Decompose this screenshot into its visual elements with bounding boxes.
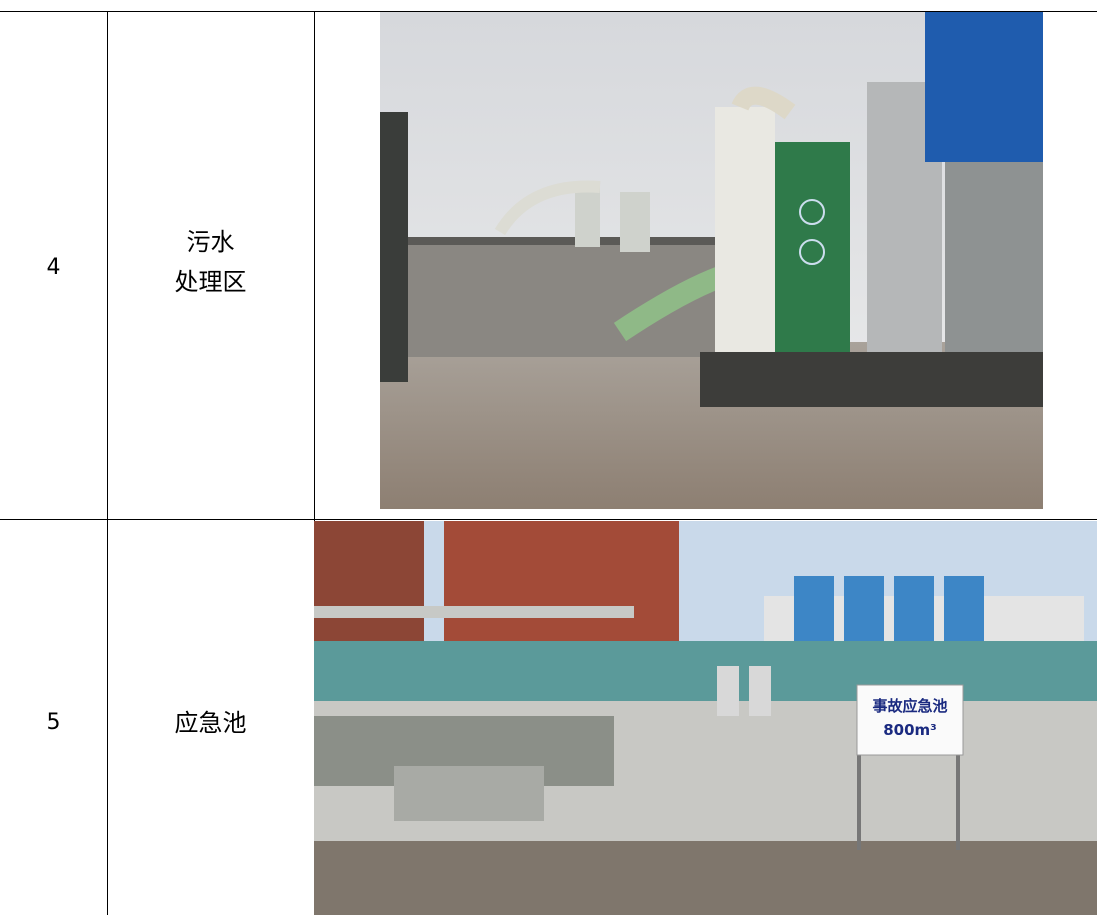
- pipe: [613, 266, 724, 342]
- blue-building: [925, 12, 1043, 162]
- sign-text: 事故应急池: [872, 697, 947, 715]
- tank: [894, 576, 934, 641]
- tank: [944, 576, 984, 641]
- brick-building: [314, 521, 424, 646]
- tower: [715, 107, 775, 357]
- cover: [394, 766, 544, 821]
- area-name-line: 应急池: [174, 709, 247, 737]
- scrubber: [620, 192, 650, 252]
- row-number: 4: [46, 255, 61, 280]
- sign-board: [856, 684, 964, 756]
- cabinet: [749, 666, 771, 716]
- tank: [794, 576, 834, 641]
- area-name-line: 处理区: [174, 268, 247, 296]
- area-name: 污水 处理区: [107, 222, 314, 302]
- row-number: 5: [46, 710, 61, 735]
- cabinet: [717, 666, 739, 716]
- tank: [844, 576, 884, 641]
- scrubber: [575, 182, 600, 247]
- sign: 事故应急池 800m³: [856, 684, 964, 756]
- area-name-line: 污水: [186, 228, 235, 256]
- base: [700, 352, 1043, 407]
- pipe: [314, 606, 634, 618]
- structure: [380, 112, 408, 382]
- hatch: [799, 199, 825, 225]
- table-border: [314, 11, 315, 915]
- table-border: [107, 11, 108, 915]
- tank: [775, 142, 850, 362]
- photo: [380, 12, 1043, 509]
- sign-post: [956, 755, 960, 850]
- photo: 事故应急池 800m³: [314, 521, 1097, 915]
- fence: [314, 641, 1097, 701]
- pipe: [731, 86, 796, 120]
- brick-building: [444, 521, 679, 641]
- debris: [314, 841, 1097, 915]
- table-border: [0, 519, 1097, 520]
- hatch: [799, 239, 825, 265]
- pipe: [494, 180, 601, 236]
- sign-text: 800m³: [883, 721, 937, 739]
- table-border: [0, 11, 1097, 12]
- area-name: 应急池: [107, 703, 314, 743]
- sign-post: [857, 755, 861, 850]
- railing: [400, 237, 720, 245]
